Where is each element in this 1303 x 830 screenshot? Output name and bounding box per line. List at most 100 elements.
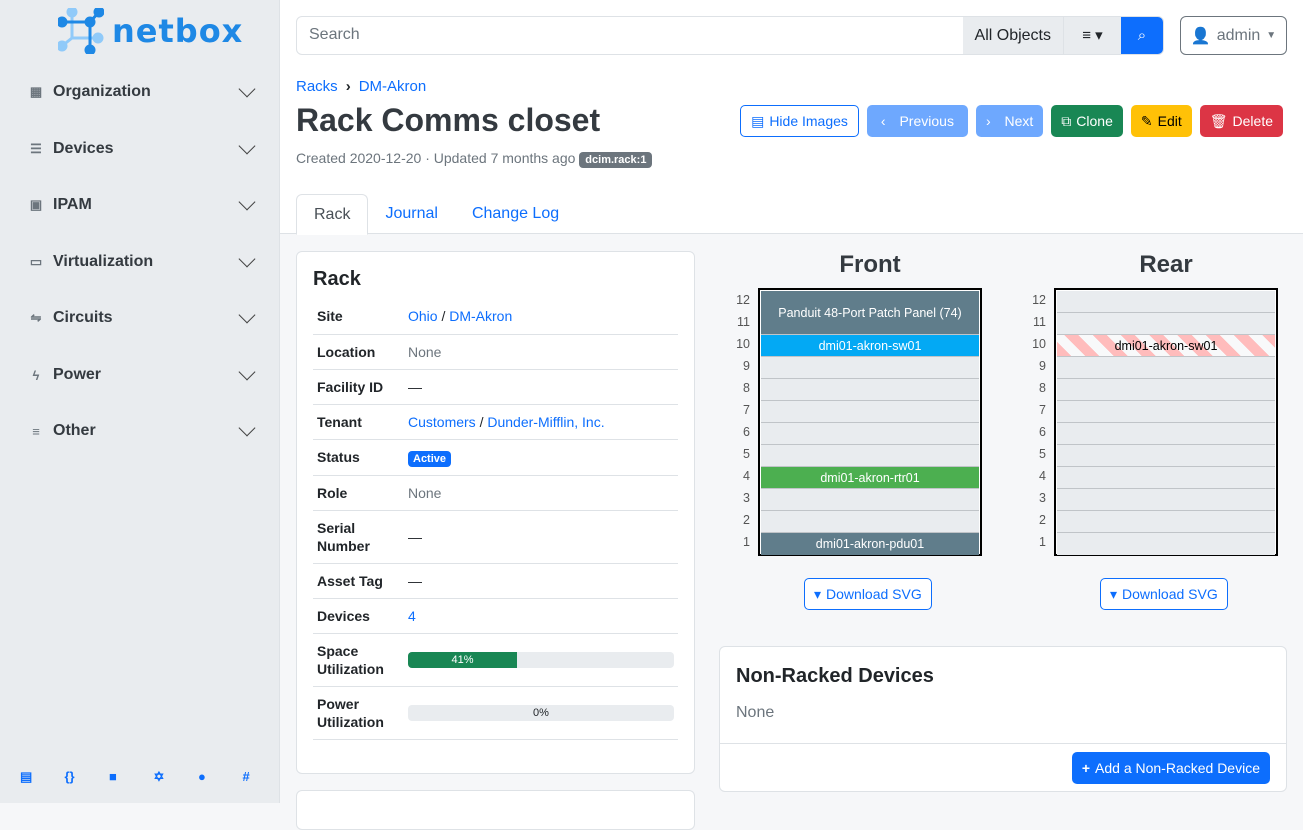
search-input[interactable]: Search	[309, 26, 360, 43]
empty-unit[interactable]	[1057, 379, 1275, 401]
plus-icon: +	[1081, 760, 1091, 776]
breadcrumb-racks[interactable]: Racks	[296, 78, 338, 95]
sidebar-item-ipam[interactable]: ▣ IPAM	[28, 193, 256, 217]
empty-unit[interactable]	[761, 423, 979, 445]
empty-unit[interactable]	[1057, 357, 1275, 379]
chevron-right-icon: ›	[345, 78, 351, 95]
empty-unit[interactable]	[761, 379, 979, 401]
tenant-group-link[interactable]: Customers	[408, 413, 476, 430]
label: Tenant	[313, 404, 404, 440]
clone-button[interactable]: ⧉ Clone	[1051, 105, 1123, 137]
sidebar-item-other[interactable]: ≡ Other	[28, 419, 256, 443]
device-router[interactable]: dmi01-akron-rtr01	[761, 467, 979, 489]
sidebar-item-organization[interactable]: ▦ Organization	[28, 80, 256, 104]
unit-number: 1	[743, 535, 750, 549]
empty-unit[interactable]	[1057, 445, 1275, 467]
search-scope-select[interactable]: All Objects	[962, 17, 1064, 54]
slack-icon[interactable]: #	[242, 769, 250, 784]
tab-journal[interactable]: Journal	[385, 205, 438, 222]
power-utilization-bar: 0%	[408, 704, 674, 721]
notes-icon: ≡	[32, 423, 40, 439]
label: Asset Tag	[313, 563, 404, 599]
empty-unit[interactable]	[1057, 467, 1275, 489]
sidebar-item-circuits[interactable]: ⇋ Circuits	[28, 306, 256, 330]
unit-numbers-front: 12 11 10 9 8 7 6 5 4 3 2 1	[720, 289, 750, 553]
chevron-down-icon	[238, 193, 256, 211]
region-link[interactable]: Ohio	[408, 308, 438, 325]
download-front-svg-button[interactable]: ▾ Download SVG	[804, 578, 932, 610]
next-card	[296, 790, 695, 830]
tab-rack[interactable]: Rack	[296, 194, 369, 235]
add-non-racked-device-button[interactable]: + Add a Non-Racked Device	[1071, 752, 1270, 784]
card-title: Rack	[313, 268, 361, 290]
breadcrumb: Racks › DM-Akron	[296, 78, 426, 95]
button-label: Clone	[1076, 113, 1113, 129]
edit-button[interactable]: ✎ Edit	[1130, 105, 1192, 137]
site-link[interactable]: DM-Akron	[449, 308, 513, 325]
file-download-icon: ▾	[814, 585, 822, 602]
github-icon[interactable]: ●	[198, 769, 206, 784]
trash-icon: 🗑	[1209, 112, 1228, 129]
empty-unit[interactable]	[1057, 533, 1275, 555]
card-title: Non-Racked Devices	[736, 665, 934, 687]
empty-unit[interactable]	[761, 357, 979, 379]
monitor-icon: ▭	[29, 254, 43, 269]
unit-number: 11	[1033, 315, 1046, 329]
file-download-icon: ▾	[1110, 585, 1118, 602]
device-pdu[interactable]: dmi01-akron-pdu01	[761, 533, 979, 555]
button-label: Add a Non-Racked Device	[1095, 760, 1260, 776]
copy-icon: ⧉	[1061, 112, 1072, 129]
button-label: Edit	[1157, 113, 1182, 129]
empty-unit[interactable]	[1057, 489, 1275, 511]
netbox-logo[interactable]: netbox	[58, 8, 243, 54]
tenant-link[interactable]: Dunder-Mifflin, Inc.	[487, 413, 605, 430]
rear-title: Rear	[1139, 251, 1193, 278]
devices-link[interactable]: 4	[408, 607, 416, 624]
unit-number: 2	[1039, 513, 1046, 527]
device-switch-rear[interactable]: dmi01-akron-sw01	[1057, 335, 1275, 357]
user-menu[interactable]: 👤 admin ▼	[1180, 16, 1287, 55]
rack-front-elevation: Panduit 48-Port Patch Panel (74) dmi01-a…	[758, 288, 982, 556]
docs-icon[interactable]: ■	[109, 769, 117, 784]
unit-number: 3	[1039, 491, 1046, 505]
search-button[interactable]: ⌕	[1121, 17, 1163, 54]
empty-unit[interactable]	[761, 489, 979, 511]
empty-unit[interactable]	[761, 401, 979, 423]
empty-unit[interactable]	[1057, 401, 1275, 423]
chevron-down-icon	[238, 250, 256, 268]
sidebar-item-power[interactable]: ϟ Power	[28, 363, 256, 387]
button-label: Download SVG	[826, 586, 922, 602]
space-utilization-bar: 41%	[408, 651, 674, 668]
tab-changelog[interactable]: Change Log	[471, 205, 560, 222]
empty-unit[interactable]	[1057, 313, 1275, 335]
breadcrumb-site[interactable]: DM-Akron	[358, 78, 427, 95]
previous-button[interactable]: ‹ Previous	[866, 105, 968, 137]
api-icon[interactable]: {}	[64, 769, 75, 784]
label: Space Utilization	[313, 633, 404, 687]
filter-dropdown[interactable]: ≡ ▾	[1064, 17, 1121, 54]
hide-images-button[interactable]: ▤ Hide Images	[740, 105, 859, 137]
download-rear-svg-button[interactable]: ▾ Download SVG	[1100, 578, 1228, 610]
empty-unit[interactable]	[1057, 423, 1275, 445]
device-switch[interactable]: dmi01-akron-sw01	[761, 335, 979, 357]
device-patch-panel[interactable]: Panduit 48-Port Patch Panel (74)	[761, 291, 979, 335]
next-button[interactable]: › Next	[975, 105, 1044, 137]
caret-down-icon: ▼	[1266, 30, 1277, 41]
delete-button[interactable]: 🗑 Delete	[1199, 105, 1283, 137]
sidebar-item-virtualization[interactable]: ▭ Virtualization	[28, 250, 256, 274]
unit-number: 7	[743, 403, 750, 417]
empty-unit[interactable]	[1057, 291, 1275, 313]
progress-label: 0%	[533, 706, 549, 719]
sidebar-item-devices[interactable]: ☰ Devices	[28, 137, 256, 161]
book-icon[interactable]: ▤	[20, 769, 33, 784]
page-title: Rack Comms closet	[296, 102, 601, 138]
chevron-down-icon	[238, 306, 256, 324]
empty-unit[interactable]	[761, 445, 979, 467]
graphql-icon[interactable]: ✡	[153, 769, 165, 784]
unit-number: 9	[743, 359, 750, 373]
label: Facility ID	[313, 369, 404, 405]
filter-icon: ≡ ▾	[1082, 27, 1103, 44]
button-label: Delete	[1232, 113, 1273, 129]
empty-unit[interactable]	[1057, 511, 1275, 533]
empty-unit[interactable]	[761, 511, 979, 533]
